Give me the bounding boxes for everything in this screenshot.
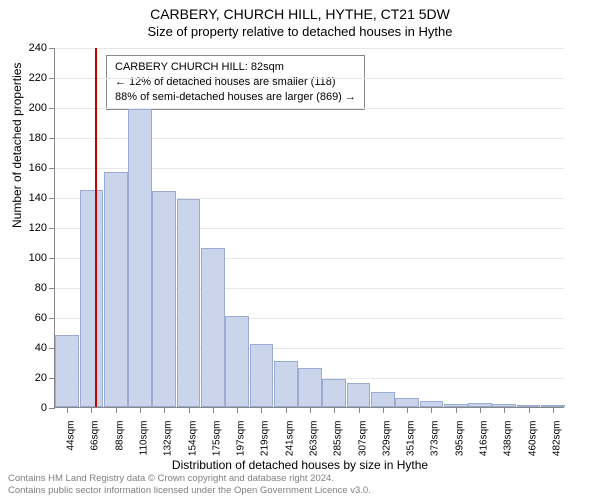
x-tick	[164, 407, 165, 413]
x-tick-label: 482sqm	[551, 421, 562, 457]
footer: Contains HM Land Registry data © Crown c…	[8, 473, 371, 496]
info-box: CARBERY CHURCH HILL: 82sqm← 12% of detac…	[106, 55, 365, 110]
reference-line	[95, 48, 97, 407]
x-tick-label: 438sqm	[503, 421, 514, 457]
bar	[128, 109, 152, 408]
y-tick-label: 240	[29, 42, 47, 54]
x-tick-label: 460sqm	[527, 421, 538, 457]
y-tick	[49, 288, 55, 289]
y-tick	[49, 48, 55, 49]
x-tick	[553, 407, 554, 413]
x-tick	[140, 407, 141, 413]
bar	[55, 335, 79, 407]
x-axis-label: Distribution of detached houses by size …	[0, 458, 600, 472]
x-tick	[261, 407, 262, 413]
x-tick	[456, 407, 457, 413]
x-tick-label: 44sqm	[66, 421, 77, 451]
x-tick-label: 197sqm	[236, 421, 247, 457]
y-tick-label: 60	[35, 312, 47, 324]
x-tick-label: 373sqm	[430, 421, 441, 457]
y-tick-label: 120	[29, 222, 47, 234]
gridline	[55, 48, 564, 49]
info-box-line: CARBERY CHURCH HILL: 82sqm	[115, 60, 356, 75]
y-tick-label: 80	[35, 282, 47, 294]
x-tick	[189, 407, 190, 413]
y-tick	[49, 378, 55, 379]
y-tick	[49, 138, 55, 139]
bar	[322, 379, 346, 408]
x-tick-label: 395sqm	[454, 421, 465, 457]
x-tick	[334, 407, 335, 413]
y-tick	[49, 108, 55, 109]
x-tick-label: 329sqm	[381, 421, 392, 457]
y-tick-label: 220	[29, 72, 47, 84]
footer-line-1: Contains HM Land Registry data © Crown c…	[8, 473, 371, 484]
x-tick-label: 88sqm	[114, 421, 125, 451]
y-axis-label: Number of detached properties	[10, 63, 24, 228]
y-tick	[49, 198, 55, 199]
x-tick	[310, 407, 311, 413]
y-tick-label: 140	[29, 192, 47, 204]
y-tick	[49, 228, 55, 229]
bar	[177, 199, 201, 408]
gridline	[55, 78, 564, 79]
y-tick	[49, 318, 55, 319]
bar	[347, 383, 371, 407]
y-tick-label: 100	[29, 252, 47, 264]
bar	[274, 361, 298, 408]
x-tick-label: 66sqm	[90, 421, 101, 451]
x-tick	[504, 407, 505, 413]
x-tick-label: 175sqm	[211, 421, 222, 457]
x-tick	[383, 407, 384, 413]
chart-container: CARBERY, CHURCH HILL, HYTHE, CT21 5DW Si…	[0, 0, 600, 500]
bar	[104, 172, 128, 408]
chart-title: CARBERY, CHURCH HILL, HYTHE, CT21 5DW	[0, 0, 600, 22]
x-tick	[286, 407, 287, 413]
x-tick-label: 263sqm	[309, 421, 320, 457]
y-tick-label: 200	[29, 102, 47, 114]
y-tick	[49, 348, 55, 349]
chart-subtitle: Size of property relative to detached ho…	[0, 24, 600, 39]
y-tick	[49, 168, 55, 169]
x-tick	[407, 407, 408, 413]
bar	[298, 368, 322, 407]
bar	[80, 190, 104, 408]
y-tick-label: 40	[35, 342, 47, 354]
x-tick-label: 416sqm	[479, 421, 490, 457]
x-tick-label: 285sqm	[333, 421, 344, 457]
bar	[395, 398, 419, 407]
x-tick-label: 154sqm	[187, 421, 198, 457]
x-tick	[116, 407, 117, 413]
y-tick	[49, 258, 55, 259]
x-tick	[91, 407, 92, 413]
x-tick-label: 132sqm	[163, 421, 174, 457]
x-tick	[480, 407, 481, 413]
x-tick	[213, 407, 214, 413]
y-tick-label: 160	[29, 162, 47, 174]
x-tick-label: 241sqm	[284, 421, 295, 457]
y-tick-label: 0	[41, 402, 47, 414]
x-tick	[529, 407, 530, 413]
footer-line-2: Contains public sector information licen…	[8, 485, 371, 496]
y-tick	[49, 78, 55, 79]
plot-area: CARBERY CHURCH HILL: 82sqm← 12% of detac…	[54, 48, 564, 408]
bar	[225, 316, 249, 408]
x-tick	[67, 407, 68, 413]
info-box-line: 88% of semi-detached houses are larger (…	[115, 90, 356, 105]
bar	[250, 344, 274, 407]
bar	[152, 191, 176, 407]
y-tick-label: 20	[35, 372, 47, 384]
x-tick	[359, 407, 360, 413]
y-tick-label: 180	[29, 132, 47, 144]
x-tick-label: 110sqm	[139, 421, 150, 456]
x-tick	[237, 407, 238, 413]
x-tick-label: 219sqm	[260, 421, 271, 457]
bar	[201, 248, 225, 407]
x-tick-label: 351sqm	[406, 421, 417, 457]
x-tick-label: 307sqm	[357, 421, 368, 457]
y-tick	[49, 408, 55, 409]
x-tick	[431, 407, 432, 413]
bar	[371, 392, 395, 407]
